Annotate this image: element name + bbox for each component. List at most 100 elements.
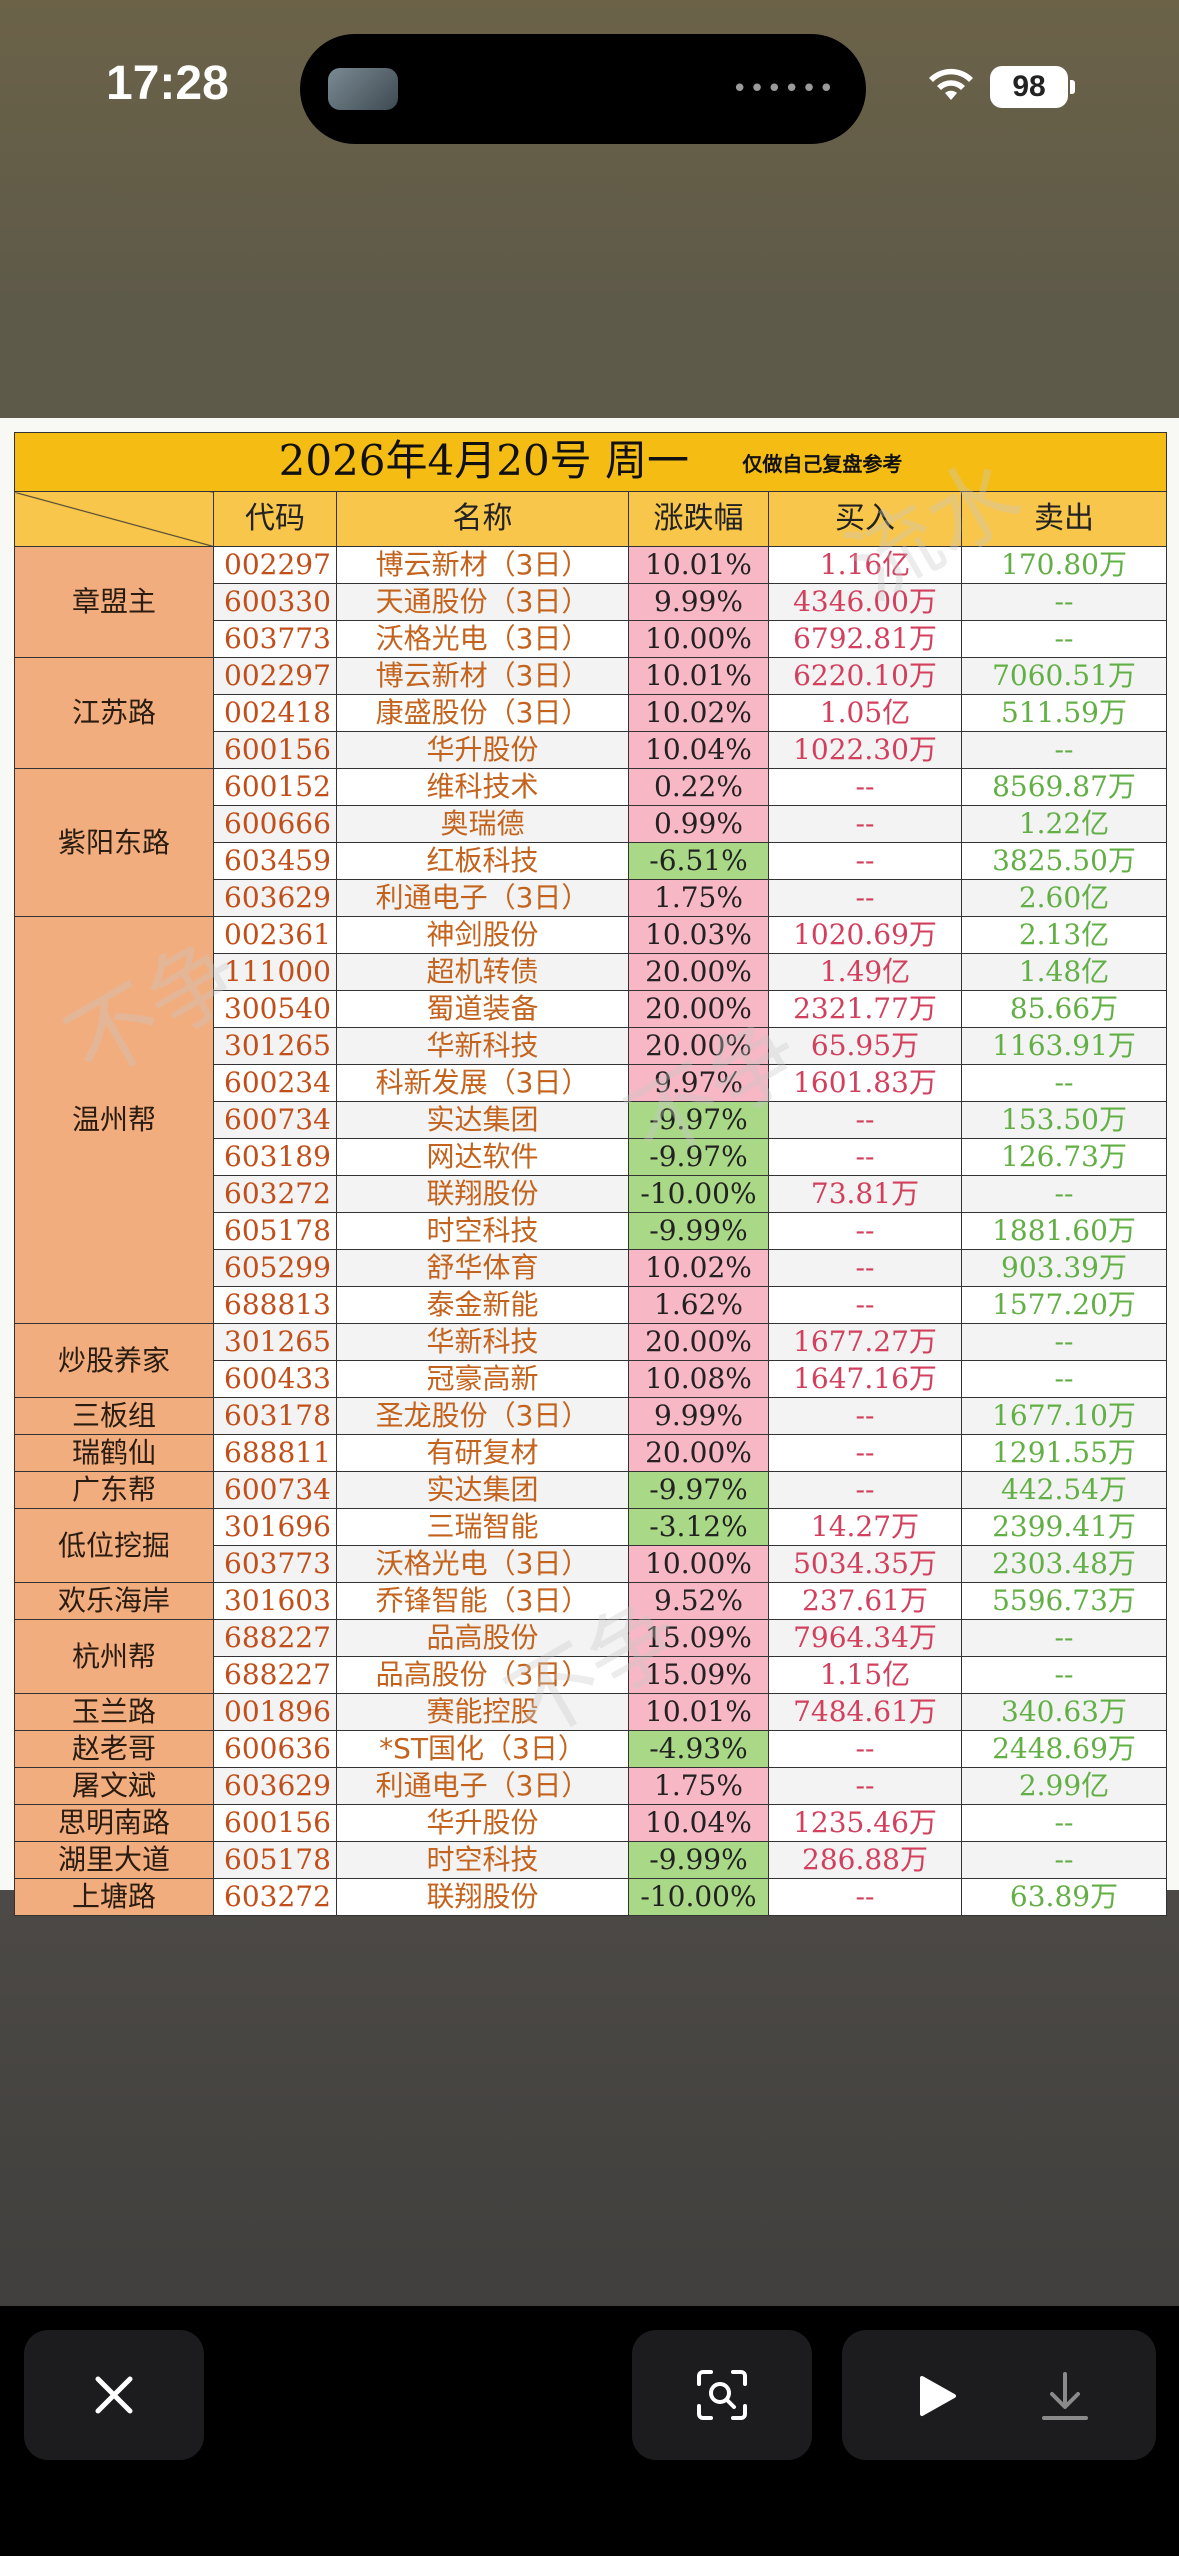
- table-row: 紫阳东路 600152 维科技术 0.22% -- 8569.87万: [14, 768, 1168, 917]
- sell-amount: 1881.60万: [960, 1212, 1168, 1250]
- stock-name: 康盛股份（3日）: [336, 694, 629, 732]
- sell-amount: --: [960, 620, 1168, 658]
- stock-code: 603629: [213, 1767, 337, 1805]
- stock-code: 600234: [213, 1064, 337, 1102]
- trader-group-name: 炒股养家: [14, 1323, 214, 1398]
- stock-code: 301696: [213, 1508, 337, 1546]
- buy-amount: 1020.69万: [768, 916, 962, 954]
- stock-code: 600734: [213, 1101, 337, 1139]
- trader-group-name: 杭州帮: [14, 1619, 214, 1694]
- trader-group-name: 思明南路: [14, 1804, 214, 1842]
- sell-amount: --: [960, 583, 1168, 621]
- table-row: 欢乐海岸 301603 乔锋智能（3日） 9.52% 237.61万 5596.73万: [14, 1582, 1168, 1620]
- change-percent: 10.00%: [628, 620, 769, 658]
- change-percent: 20.00%: [628, 953, 769, 991]
- buy-amount: 6220.10万: [768, 657, 962, 695]
- stock-code: 301265: [213, 1323, 337, 1361]
- col-header-buy: 买入: [768, 491, 962, 547]
- stock-name: *ST国化（3日）: [336, 1730, 629, 1768]
- stock-name: 沃格光电（3日）: [336, 1545, 629, 1583]
- change-percent: 10.04%: [628, 731, 769, 769]
- table-row: 杭州帮 688227 品高股份 15.09% 7964.34万 --: [14, 1619, 1168, 1694]
- sell-amount: 5596.73万: [960, 1582, 1168, 1620]
- stock-name: 三瑞智能: [336, 1508, 629, 1546]
- audio-wave-icon: ••••••: [731, 74, 836, 104]
- stock-code: 600636: [213, 1730, 337, 1768]
- play-icon[interactable]: [916, 2374, 958, 2418]
- dynamic-island[interactable]: ••••••: [300, 34, 866, 144]
- stock-code: 600330: [213, 583, 337, 621]
- change-percent: 15.09%: [628, 1656, 769, 1694]
- battery-level: 98: [990, 66, 1068, 108]
- stock-code: 111000: [213, 953, 337, 991]
- sell-amount: --: [960, 1175, 1168, 1213]
- trader-group-name: 章盟主: [14, 546, 214, 658]
- stock-name: 时空科技: [336, 1841, 629, 1879]
- header-row: 代码 名称 涨跌幅 买入 卖出: [14, 491, 1168, 547]
- change-percent: -6.51%: [628, 842, 769, 880]
- trader-group-name: 湖里大道: [14, 1841, 214, 1879]
- col-header-sell: 卖出: [960, 491, 1168, 547]
- change-percent: -9.97%: [628, 1138, 769, 1176]
- sell-amount: 85.66万: [960, 990, 1168, 1028]
- close-icon: [95, 2376, 133, 2414]
- buy-amount: 1022.30万: [768, 731, 962, 769]
- stock-name: 联翔股份: [336, 1175, 629, 1213]
- sell-amount: 3825.50万: [960, 842, 1168, 880]
- sell-amount: 2.99亿: [960, 1767, 1168, 1805]
- table-row: 603773 沃格光电（3日） 10.00% 5034.35万 2303.48万: [15, 1545, 1168, 1583]
- sell-amount: 903.39万: [960, 1249, 1168, 1287]
- stock-code: 002297: [213, 657, 337, 695]
- table-row: 603773 沃格光电（3日） 10.00% 6792.81万 --: [15, 620, 1168, 658]
- table-row: 600666 奥瑞德 0.99% -- 1.22亿: [15, 805, 1168, 843]
- buy-amount: --: [768, 1434, 962, 1472]
- change-percent: 10.00%: [628, 1545, 769, 1583]
- change-percent: 20.00%: [628, 1323, 769, 1361]
- battery-tip: [1070, 80, 1075, 94]
- stock-name: 乔锋智能（3日）: [336, 1582, 629, 1620]
- avatar: [328, 68, 398, 110]
- buy-amount: 65.95万: [768, 1027, 962, 1065]
- sell-amount: 2448.69万: [960, 1730, 1168, 1768]
- stock-name: 冠豪高新: [336, 1360, 629, 1398]
- stock-code: 603189: [213, 1138, 337, 1176]
- stock-name: 实达集团: [336, 1471, 629, 1509]
- table-row: 屠文斌 603629 利通电子（3日） 1.75% -- 2.99亿: [14, 1767, 1168, 1805]
- media-actions: [842, 2330, 1156, 2460]
- sell-amount: 63.89万: [960, 1878, 1168, 1916]
- table-row: 600433 冠豪高新 10.08% 1647.16万 --: [15, 1360, 1168, 1398]
- stock-code: 603459: [213, 842, 337, 880]
- change-percent: -9.99%: [628, 1841, 769, 1879]
- change-percent: -10.00%: [628, 1878, 769, 1916]
- stock-name: 华升股份: [336, 1804, 629, 1842]
- trader-group-name: 赵老哥: [14, 1730, 214, 1768]
- trader-group-name: 紫阳东路: [14, 768, 214, 917]
- table-row: 603629 利通电子（3日） 1.75% -- 2.60亿: [15, 879, 1168, 917]
- stock-name: 泰金新能: [336, 1286, 629, 1324]
- buy-amount: --: [768, 842, 962, 880]
- close-button[interactable]: [24, 2330, 204, 2460]
- change-percent: 1.62%: [628, 1286, 769, 1324]
- visual-lookup-button[interactable]: [632, 2330, 812, 2460]
- stock-name: 时空科技: [336, 1212, 629, 1250]
- stock-code: 002361: [213, 916, 337, 954]
- stock-code: 600666: [213, 805, 337, 843]
- photo-viewer-image[interactable]: 2026年4月20号 周一 仅做自己复盘参考 代码 名称 涨跌幅 买入 卖出 章…: [0, 418, 1179, 1916]
- table-row: 玉兰路 001896 赛能控股 10.01% 7484.61万 340.63万: [14, 1693, 1168, 1731]
- sell-amount: 170.80万: [960, 546, 1168, 584]
- trader-group-name: 屠文斌: [14, 1767, 214, 1805]
- buy-amount: --: [768, 1397, 962, 1435]
- change-percent: -9.97%: [628, 1101, 769, 1139]
- stock-name: 科新发展（3日）: [336, 1064, 629, 1102]
- download-icon[interactable]: [1040, 2370, 1090, 2424]
- stock-code: 600156: [213, 731, 337, 769]
- sell-amount: --: [960, 1360, 1168, 1398]
- buy-amount: 73.81万: [768, 1175, 962, 1213]
- stock-code: 300540: [213, 990, 337, 1028]
- sell-amount: --: [960, 1804, 1168, 1842]
- table-row: 章盟主 002297 博云新材（3日） 10.01% 1.16亿 170.80万: [14, 546, 1168, 658]
- buy-amount: --: [768, 1212, 962, 1250]
- stock-name: 超机转债: [336, 953, 629, 991]
- stock-name: 维科技术: [336, 768, 629, 806]
- trader-group-name: 温州帮: [14, 916, 214, 1324]
